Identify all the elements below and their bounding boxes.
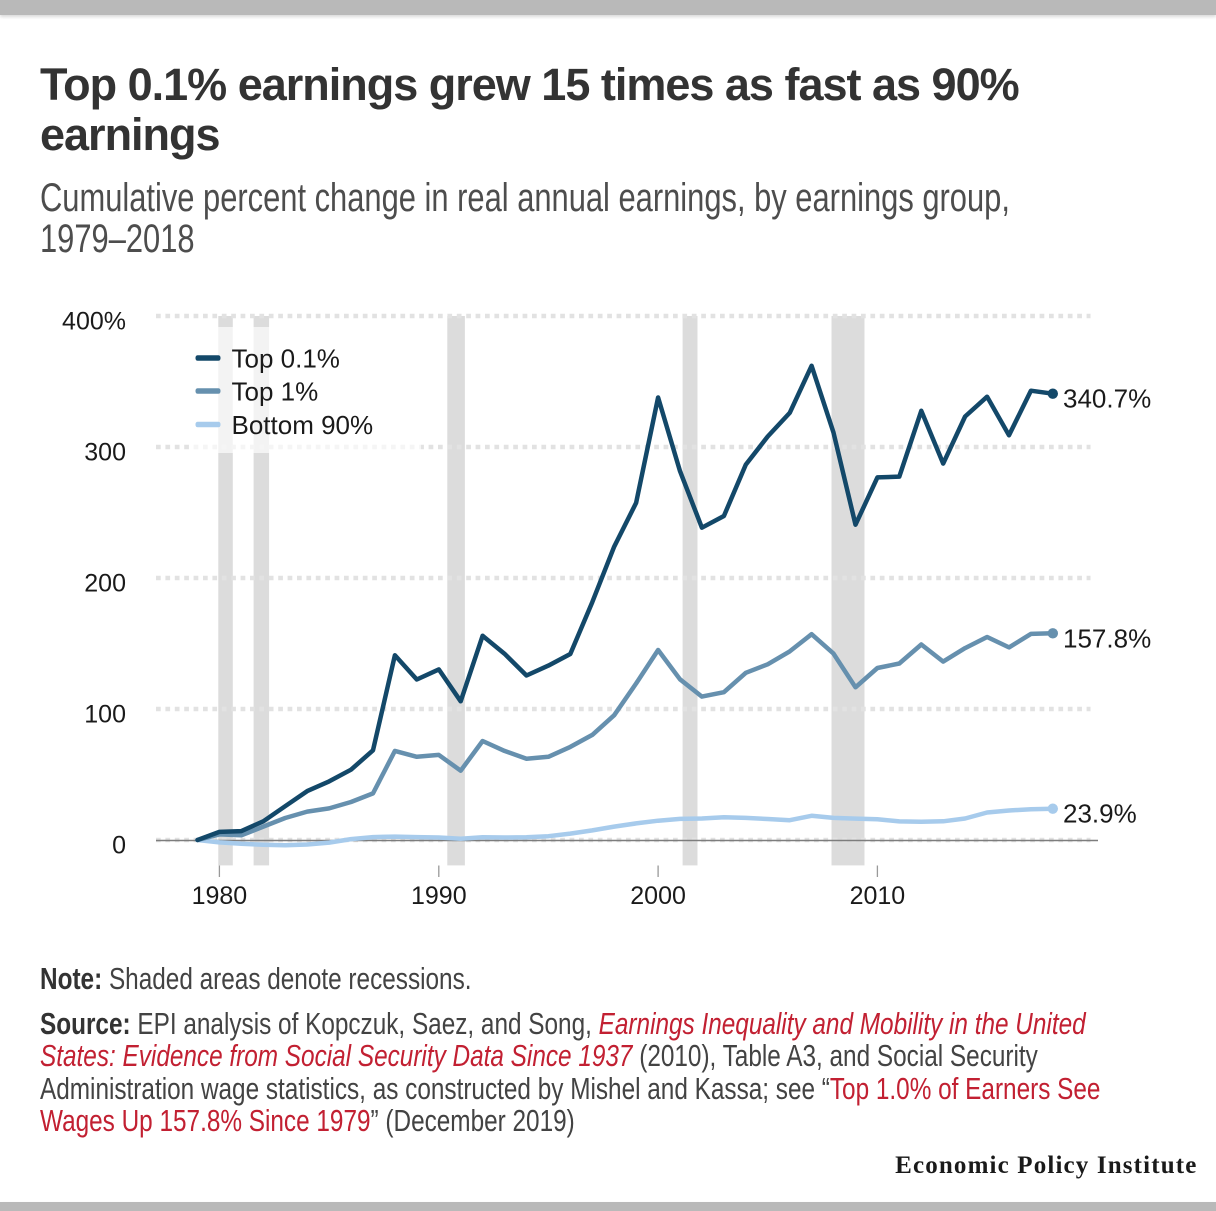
svg-text:300: 300 [84, 439, 126, 467]
svg-text:Top 1%: Top 1% [232, 376, 319, 406]
svg-text:1980: 1980 [192, 882, 248, 910]
svg-text:2000: 2000 [630, 882, 686, 910]
svg-text:400%: 400% [62, 308, 126, 336]
svg-text:2010: 2010 [850, 882, 906, 910]
svg-text:100: 100 [84, 701, 126, 729]
svg-text:Bottom 90%: Bottom 90% [232, 410, 374, 440]
svg-text:23.9%: 23.9% [1063, 799, 1137, 829]
svg-text:0: 0 [112, 832, 126, 860]
svg-text:1990: 1990 [411, 882, 467, 910]
svg-text:340.7%: 340.7% [1063, 384, 1151, 414]
svg-text:157.8%: 157.8% [1063, 623, 1151, 653]
svg-text:200: 200 [84, 570, 126, 598]
svg-text:Top 0.1%: Top 0.1% [232, 343, 340, 373]
